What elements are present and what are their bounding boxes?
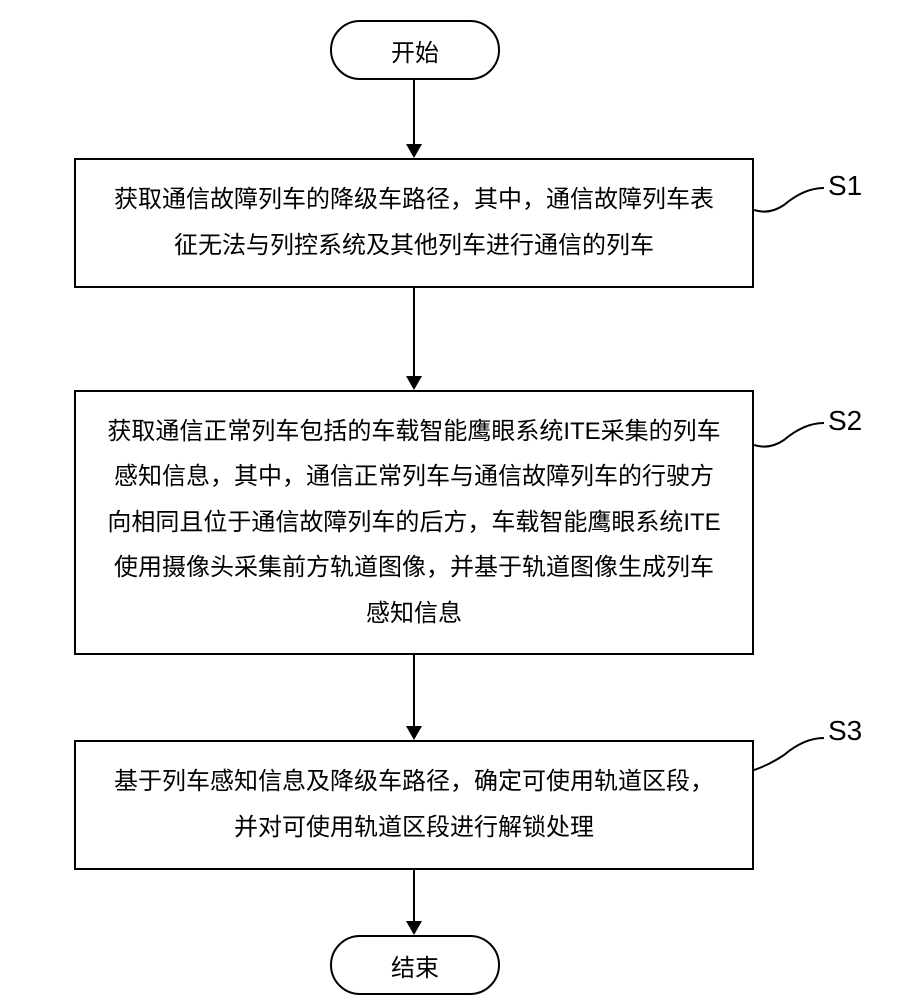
- arrow-start-s1: [413, 80, 415, 144]
- process-s2: 获取通信正常列车包括的车载智能鹰眼系统ITE采集的列车感知信息，其中，通信正常列…: [74, 390, 754, 655]
- arrow-head-s1-s2: [406, 376, 422, 390]
- arrow-s1-s2: [413, 288, 415, 376]
- end-node: 结束: [330, 935, 500, 995]
- s1-label: S1: [828, 170, 862, 202]
- process-s3-text: 基于列车感知信息及降级车路径，确定可使用轨道区段，并对可使用轨道区段进行解锁处理: [106, 759, 722, 850]
- arrow-head-s2-s3: [406, 726, 422, 740]
- s2-label-curve: [754, 415, 830, 465]
- arrow-head-s3-end: [406, 921, 422, 935]
- arrow-s2-s3: [413, 655, 415, 726]
- start-label: 开始: [391, 33, 439, 68]
- arrow-s3-end: [413, 870, 415, 921]
- arrow-head-start-s1: [406, 144, 422, 158]
- s3-label-curve: [754, 730, 830, 780]
- start-node: 开始: [330, 20, 500, 80]
- process-s3: 基于列车感知信息及降级车路径，确定可使用轨道区段，并对可使用轨道区段进行解锁处理: [74, 740, 754, 870]
- process-s1-text: 获取通信故障列车的降级车路径，其中，通信故障列车表征无法与列控系统及其他列车进行…: [106, 177, 722, 268]
- process-s1: 获取通信故障列车的降级车路径，其中，通信故障列车表征无法与列控系统及其他列车进行…: [74, 158, 754, 288]
- s2-label: S2: [828, 405, 862, 437]
- process-s2-text: 获取通信正常列车包括的车载智能鹰眼系统ITE采集的列车感知信息，其中，通信正常列…: [106, 409, 722, 637]
- end-label: 结束: [391, 948, 439, 983]
- flowchart-container: 开始 获取通信故障列车的降级车路径，其中，通信故障列车表征无法与列控系统及其他列…: [0, 0, 905, 1000]
- s1-label-curve: [754, 180, 830, 230]
- s3-label: S3: [828, 715, 862, 747]
